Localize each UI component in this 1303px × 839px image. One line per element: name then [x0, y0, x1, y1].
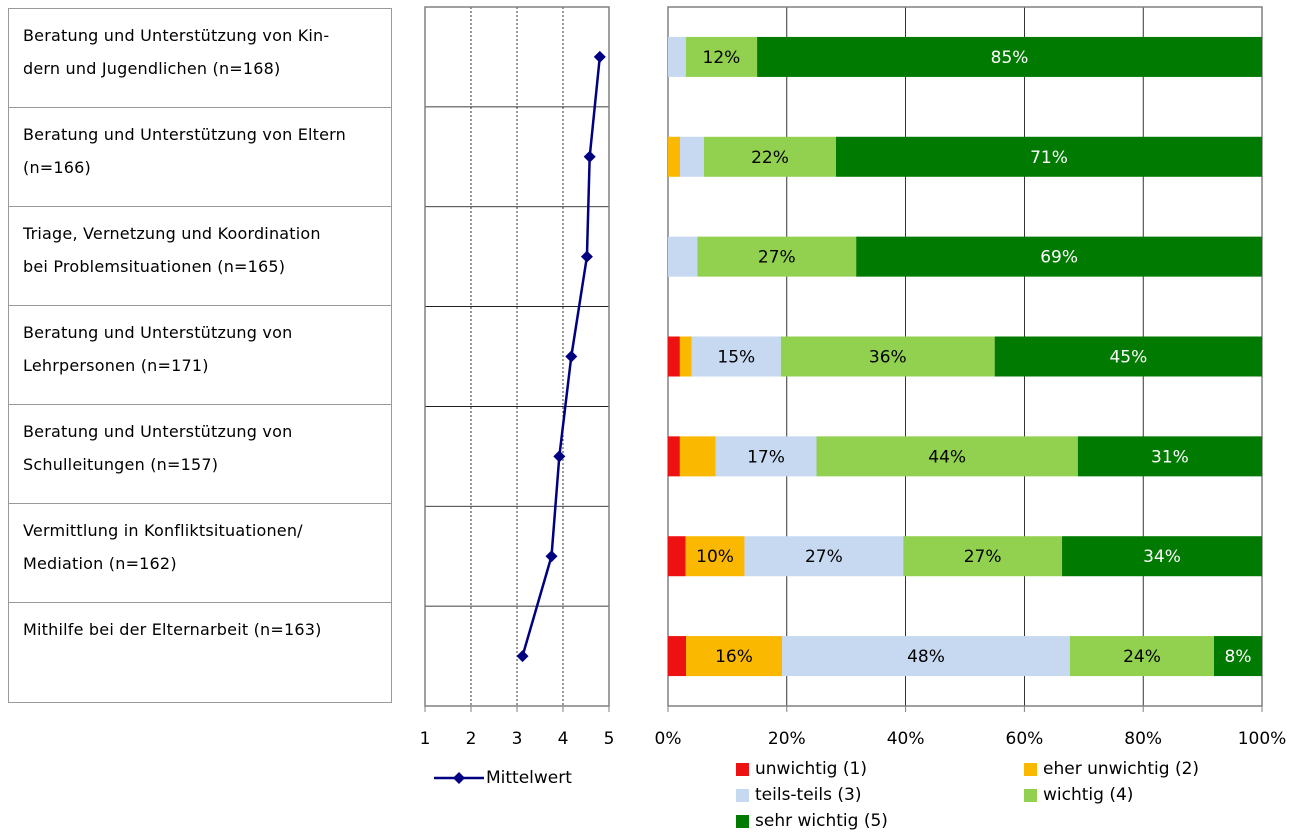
bar-data-label: 27% [805, 547, 843, 567]
x-tick-label: 80% [1124, 729, 1162, 749]
bar-segment [715, 436, 817, 477]
bar-data-label: 85% [991, 48, 1029, 68]
bar-segment [1077, 436, 1262, 477]
bar-segment [668, 436, 680, 477]
legend-swatch-icon [736, 762, 749, 776]
legend-entry: wichtig (4) [1024, 785, 1133, 805]
stacked-bar-panel: 0% 20% 40% 60% 80% 100% 12% 85% 22% 71% 27% 69% 15% 3… [655, 6, 1287, 749]
bar-data-label: 10% [696, 547, 734, 567]
mean-point [565, 350, 578, 363]
bar-segment [836, 136, 1262, 177]
bar-segment [679, 336, 692, 377]
bar-segment [1070, 636, 1214, 677]
bar-segment [816, 436, 1078, 477]
bar-segment [856, 236, 1262, 277]
bar-segment [668, 336, 680, 377]
bar-segment [994, 336, 1262, 377]
bar-data-label: 24% [1123, 647, 1161, 667]
bar-data-label: 8% [1225, 647, 1252, 667]
x-tick-label: 5 [604, 729, 615, 749]
mean-point [583, 150, 596, 163]
bar-segment [697, 236, 857, 277]
bar-data-label: 34% [1143, 547, 1181, 567]
category-label: Beratung und Unterstützung von Lehrperson… [9, 306, 391, 405]
bar-data-label: 71% [1030, 148, 1068, 168]
category-label: Beratung und Unterstützung von Eltern (n=… [9, 108, 391, 207]
legend-swatch-icon [736, 788, 749, 802]
legend-entry: unwichtig (1) [736, 759, 867, 779]
legend-mean-marker-icon [434, 772, 484, 784]
bar-segment [780, 336, 995, 377]
legend-mean: Mittelwert [432, 768, 572, 788]
category-table: Beratung und Unterstützung von Kin-dern … [8, 8, 392, 703]
bar-segment [744, 536, 904, 577]
x-tick-label: 20% [768, 729, 806, 749]
legend-mean-label: Mittelwert [486, 768, 572, 788]
legend-swatch-icon [1024, 788, 1037, 802]
legend-entry: eher unwichtig (2) [1024, 759, 1199, 779]
legend-label: teils-teils (3) [755, 785, 862, 805]
legend-swatch-icon [1024, 762, 1037, 776]
x-tick-label: 1 [420, 729, 431, 749]
bar-segment [704, 136, 836, 177]
bar-data-label: 31% [1151, 447, 1189, 467]
x-tick-label: 3 [512, 729, 523, 749]
bar-segment [903, 536, 1063, 577]
bar-segment [680, 136, 704, 177]
bar-segment [686, 636, 782, 677]
bar-data-label: 17% [747, 447, 785, 467]
bar-segment [782, 636, 1070, 677]
bar-data-label: 45% [1109, 348, 1147, 368]
bar-segment [668, 236, 698, 277]
legend-label: unwichtig (1) [755, 759, 867, 779]
mean-series-line [521, 56, 602, 657]
category-label: Triage, Vernetzung und Koordination bei P… [9, 207, 391, 306]
legend-swatch-icon [736, 814, 749, 828]
mean-point [593, 50, 606, 63]
x-tick-label: 100% [1238, 729, 1287, 749]
x-tick-label: 2 [466, 729, 477, 749]
mean-line-panel: 1 2 3 4 5 [420, 6, 615, 749]
mean-point [580, 250, 593, 263]
category-label: Vermittlung in Konfliktsituationen/Media… [9, 504, 391, 603]
bar-segment [691, 336, 781, 377]
x-tick-label: 4 [558, 729, 569, 749]
bar-data-label: 48% [907, 647, 945, 667]
bar-data-label: 27% [758, 248, 796, 268]
bar-segment [668, 636, 686, 677]
legend-label: sehr wichtig (5) [755, 811, 888, 831]
category-label: Beratung und Unterstützung von Kin-dern … [9, 9, 391, 108]
bar-segment [685, 536, 745, 577]
bar-segment [1214, 636, 1262, 677]
x-tick-label: 60% [1006, 729, 1044, 749]
x-tick-label: 0% [655, 729, 682, 749]
bar-segment [668, 136, 680, 177]
bar-data-label: 44% [928, 447, 966, 467]
category-label: Mithilfe bei der Elternarbeit (n=163) [23, 620, 322, 639]
legend-label: eher unwichtig (2) [1043, 759, 1200, 779]
legend-entry: teils-teils (3) [736, 785, 861, 805]
mean-point [553, 450, 566, 463]
bar-segment [685, 36, 758, 77]
bar-data-label: 15% [717, 348, 755, 368]
mean-point [545, 550, 558, 563]
bar-data-label: 27% [964, 547, 1002, 567]
bar-data-label: 12% [703, 48, 741, 68]
plot-frame [424, 6, 610, 707]
x-tick-label: 40% [887, 729, 925, 749]
category-label: Beratung und Unterstützung von Schulleitu… [9, 405, 391, 504]
bar-segment [668, 536, 686, 577]
bar-data-label: 22% [751, 148, 789, 168]
legend-label: wichtig (4) [1043, 785, 1134, 805]
bar-segment [757, 36, 1262, 77]
bar-segment [679, 436, 716, 477]
legend-entry: sehr wichtig (5) [736, 811, 888, 831]
bar-segment [668, 36, 686, 77]
mean-point [516, 650, 529, 663]
bar-segment [1062, 536, 1262, 577]
bar-data-label: 69% [1040, 248, 1078, 268]
bar-data-label: 36% [869, 348, 907, 368]
bar-data-label: 16% [715, 647, 753, 667]
